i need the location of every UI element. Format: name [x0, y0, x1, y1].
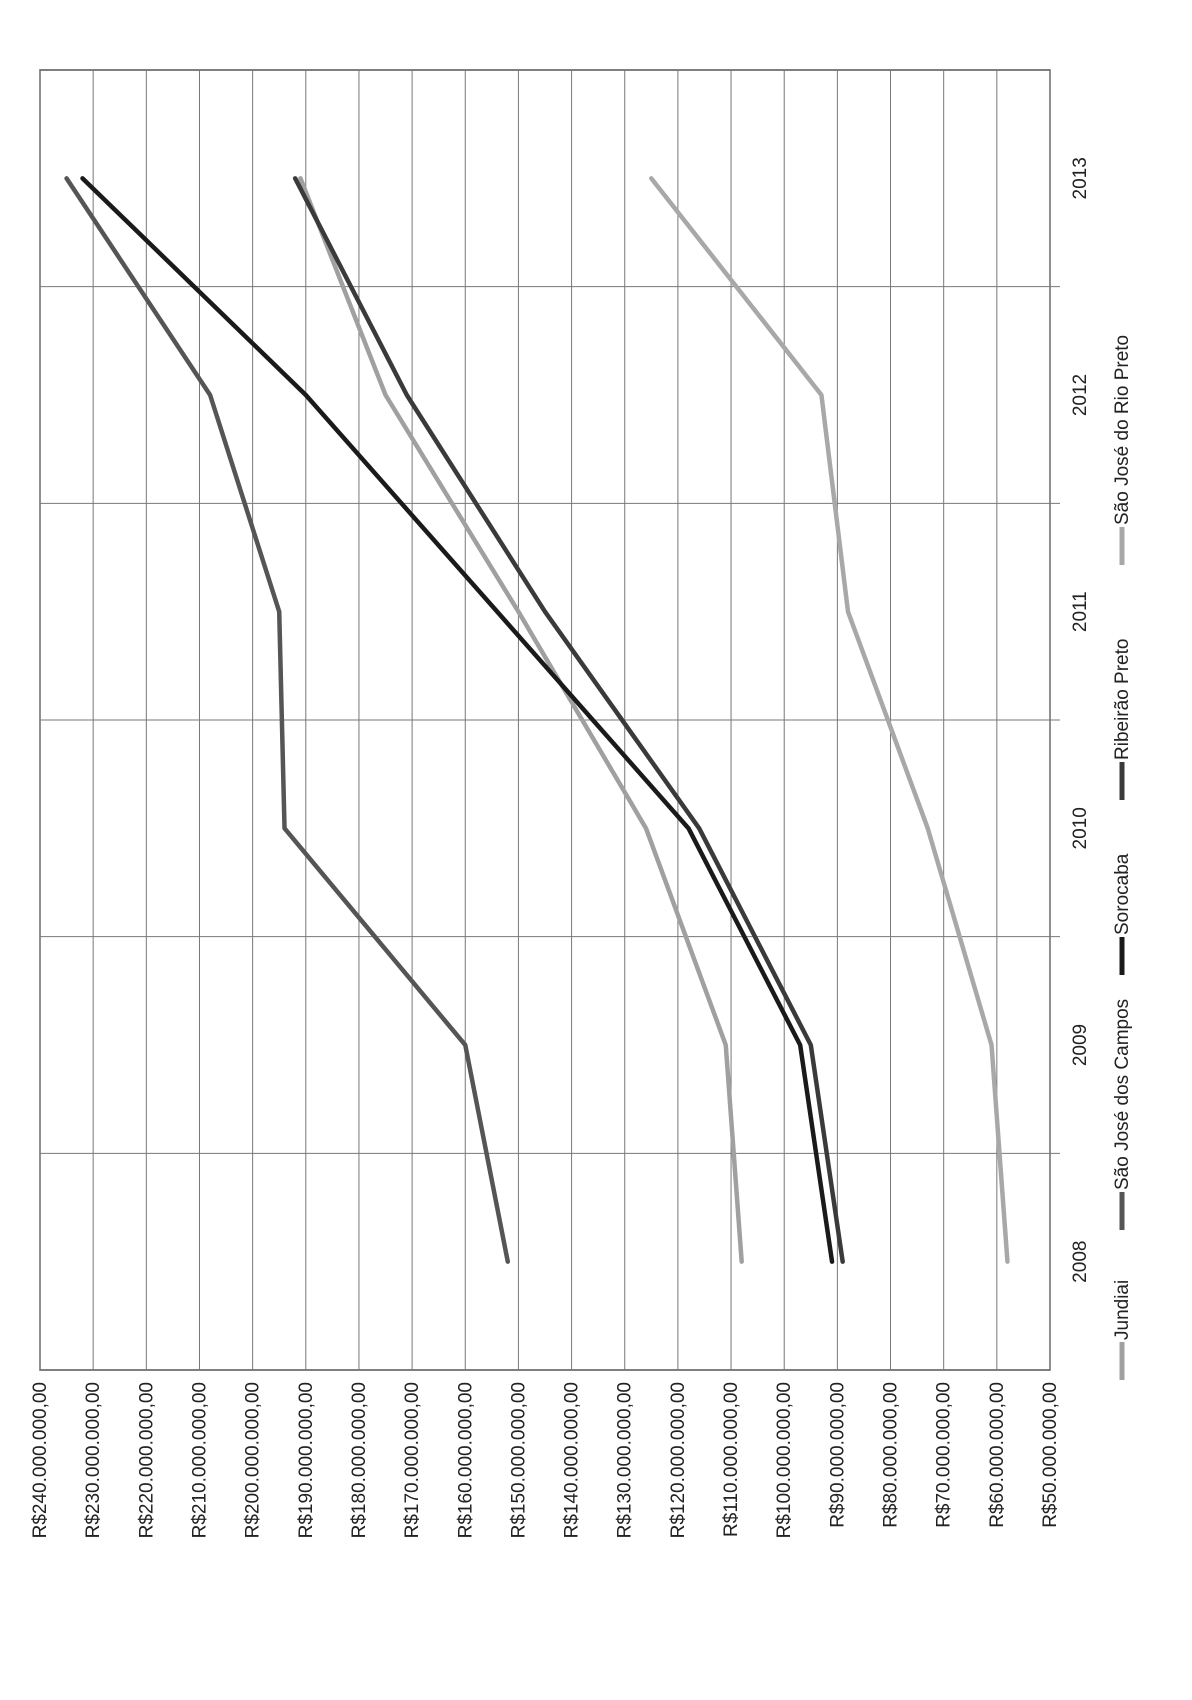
y-tick-label: R$90.000.000,00 — [827, 1382, 848, 1528]
x-tick-label: 2012 — [1070, 374, 1091, 416]
legend-label-ribeirao-preto: Ribeirão Preto — [1112, 639, 1133, 760]
y-tick-label: R$150.000.000,00 — [508, 1382, 529, 1538]
x-tick-label: 2009 — [1070, 1024, 1091, 1066]
y-tick-label: R$140.000.000,00 — [562, 1382, 583, 1538]
x-tick-label: 2008 — [1070, 1241, 1091, 1283]
legend-label-sao-jose-do-rio-preto: São José do Rio Preto — [1112, 335, 1133, 525]
y-tick-label: R$170.000.000,00 — [402, 1382, 423, 1538]
legend-label-sao-jose-dos-campos: São José dos Campos — [1112, 999, 1133, 1190]
y-tick-label: R$220.000.000,00 — [136, 1382, 157, 1538]
y-tick-label: R$210.000.000,00 — [189, 1382, 210, 1538]
series-line-sorocaba — [80, 176, 835, 1264]
y-tick-label: R$230.000.000,00 — [83, 1382, 104, 1538]
y-tick-label: R$100.000.000,00 — [774, 1382, 795, 1538]
y-tick-label: R$160.000.000,00 — [455, 1382, 476, 1538]
series-line-ribeirao-preto — [292, 176, 845, 1264]
y-tick-label: R$120.000.000,00 — [668, 1382, 689, 1538]
series-line-sao-jose-do-rio-preto — [649, 176, 1010, 1264]
x-tick-label: 2010 — [1070, 807, 1091, 849]
y-tick-label: R$200.000.000,00 — [243, 1382, 264, 1538]
y-tick-label: R$130.000.000,00 — [615, 1382, 636, 1538]
y-tick-label: R$50.000.000,00 — [1040, 1382, 1061, 1528]
y-tick-label: R$110.000.000,00 — [721, 1382, 742, 1537]
series-line-sao-jose-dos-campos — [64, 176, 511, 1264]
legend-label-jundiai: Jundiai — [1112, 1280, 1133, 1340]
y-tick-label: R$180.000.000,00 — [349, 1382, 370, 1538]
x-tick-label: 2013 — [1070, 157, 1091, 199]
series-line-jundiai — [298, 176, 744, 1264]
y-tick-label: R$60.000.000,00 — [987, 1382, 1008, 1528]
y-tick-label: R$70.000.000,00 — [934, 1382, 955, 1528]
y-tick-label: R$190.000.000,00 — [296, 1382, 317, 1538]
x-tick-label: 2011 — [1070, 591, 1091, 632]
legend-label-sorocaba: Sorocaba — [1112, 853, 1133, 935]
y-tick-label: R$240.000.000,00 — [30, 1382, 51, 1538]
y-tick-label: R$80.000.000,00 — [881, 1382, 902, 1528]
